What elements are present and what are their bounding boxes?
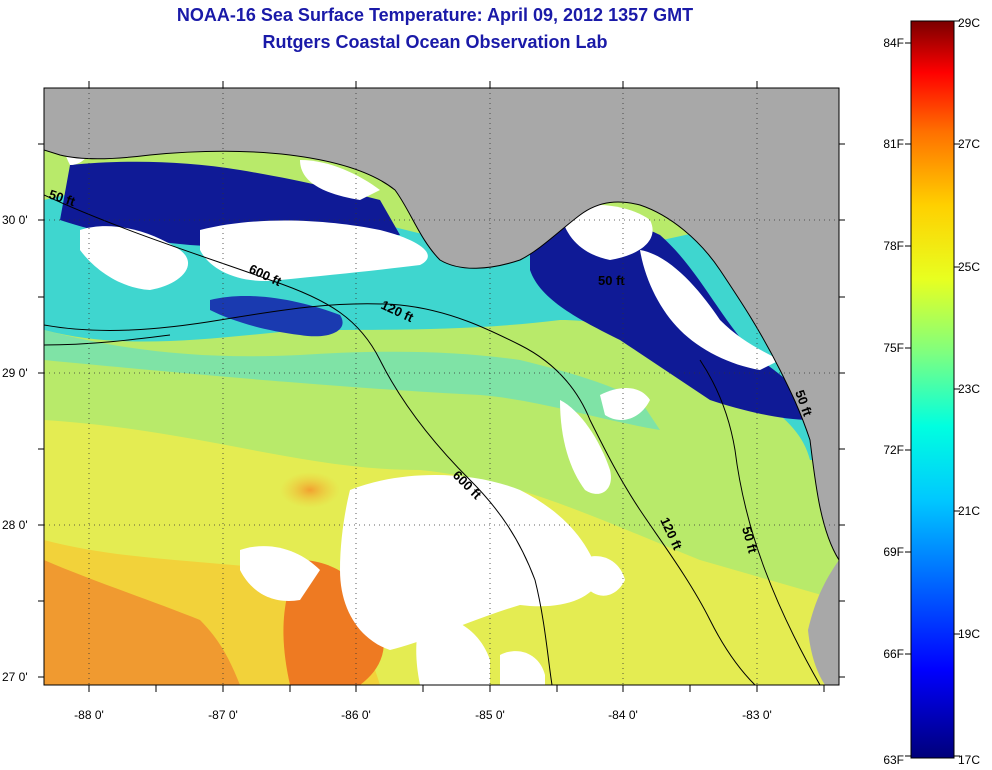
- lat-label: 30 0': [2, 213, 28, 227]
- isobath-label: 50 ft: [739, 525, 761, 555]
- land-mass: [44, 88, 839, 560]
- lon-label: -88 0': [74, 708, 104, 722]
- coastline: [44, 149, 839, 561]
- colorbar-f-label: 72F: [883, 443, 904, 457]
- cloud-11: [416, 617, 490, 685]
- lon-label: -83 0': [742, 708, 772, 722]
- colorbar-f-label: 81F: [883, 137, 904, 151]
- sst-warm-eddy: [280, 472, 340, 508]
- colorbar-c-label: 25C: [958, 260, 980, 274]
- map-title: NOAA-16 Sea Surface Temperature: April 0…: [176, 5, 694, 25]
- colorbar-ticks: [905, 20, 960, 757]
- lat-axis-labels: 30 0' 29 0' 28 0' 27 0': [2, 213, 28, 684]
- isobath-50ft-west: [44, 334, 171, 346]
- sst-cold-east: [530, 219, 810, 420]
- colorbar-f-label: 78F: [883, 239, 904, 253]
- lon-label: -84 0': [608, 708, 638, 722]
- colorbar-c-label: 27C: [958, 137, 980, 151]
- cloud-2: [200, 220, 428, 281]
- colorbar-f-label: 69F: [883, 545, 904, 559]
- colorbar-c-label: 23C: [958, 382, 980, 396]
- cloud-8: [340, 475, 600, 650]
- map-frame: [43, 87, 840, 686]
- sst-hot-patch: [44, 560, 240, 685]
- isobath-50ft-east: [699, 359, 821, 685]
- isobath-120ft: [44, 303, 756, 685]
- colorbar-c-labels: 29C 27C 25C 23C 21C 19C 17C: [958, 16, 980, 767]
- cloud-3: [300, 160, 380, 200]
- lat-label: 27 0': [2, 670, 28, 684]
- isobath-label: 50 ft: [598, 273, 625, 288]
- cloud-4: [560, 204, 653, 260]
- sst-transition: [44, 330, 660, 430]
- isobath-600ft: [44, 194, 553, 685]
- colorbar-c-label: 19C: [958, 627, 980, 641]
- cloud-10: [580, 556, 625, 596]
- cloud-9: [240, 546, 320, 601]
- colorbar-f-label: 63F: [883, 753, 904, 767]
- lat-label: 29 0': [2, 366, 28, 380]
- lon-label: -85 0': [475, 708, 505, 722]
- cloud-5: [640, 250, 780, 370]
- cloud-12: [500, 651, 545, 685]
- cloud-7: [560, 400, 611, 494]
- cloud-6: [600, 388, 650, 420]
- land-peninsula: [808, 560, 839, 685]
- colorbar-c-label: 21C: [958, 504, 980, 518]
- lon-axis-labels: -88 0' -87 0' -86 0' -85 0' -84 0' -83 0…: [74, 708, 772, 722]
- tick-marks: [38, 81, 845, 692]
- colorbar-c-label: 17C: [958, 753, 980, 767]
- sst-cold-streak: [210, 295, 343, 337]
- colorbar-c-label: 29C: [958, 16, 980, 30]
- colorbar-f-label: 75F: [883, 341, 904, 355]
- colorbar-f-label: 66F: [883, 647, 904, 661]
- lon-label: -86 0': [341, 708, 371, 722]
- colorbar: [910, 20, 955, 759]
- sst-image: 50 ft 600 ft 120 ft 50 ft 600 ft 120 ft …: [44, 88, 839, 685]
- lon-label: -87 0': [208, 708, 238, 722]
- lat-label: 28 0': [2, 518, 28, 532]
- colorbar-f-labels: 84F 81F 78F 75F 72F 69F 66F 63F: [883, 36, 904, 767]
- map-subtitle: Rutgers Coastal Ocean Observation Lab: [262, 32, 608, 52]
- colorbar-f-label: 84F: [883, 36, 904, 50]
